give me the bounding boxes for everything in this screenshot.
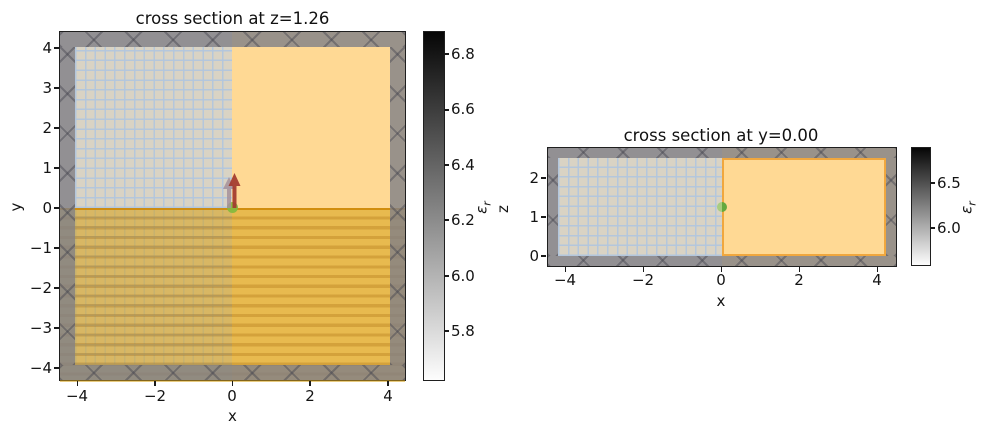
x-tick-mark <box>231 381 234 386</box>
x-tick-label: 2 <box>794 271 804 289</box>
x-tick-label: −2 <box>631 271 655 289</box>
colorbar-tick-label: 6.2 <box>451 211 475 229</box>
x-tick-label: 4 <box>872 271 882 289</box>
right-colorbar-label: εr <box>957 201 979 214</box>
x-tick-label: 4 <box>383 387 393 405</box>
x-tick-mark <box>154 381 156 386</box>
colorbar-tick-mark <box>444 53 449 55</box>
colorbar-tick-mark <box>444 164 449 166</box>
y-tick-mark <box>54 127 59 129</box>
left-ylabel: y <box>7 202 25 212</box>
y-tick-label: 4 <box>42 39 52 57</box>
x-tick-mark <box>798 267 801 272</box>
colorbar-tick-mark <box>930 182 935 184</box>
pml-border-bottom <box>548 256 896 266</box>
y-tick-label: 2 <box>42 119 52 137</box>
z-tick-mark <box>541 255 546 257</box>
pml-border-bottom <box>60 365 405 380</box>
y-tick-label: 0 <box>42 199 52 217</box>
colorbar-tick-mark <box>444 109 449 111</box>
y-tick-label: 1 <box>42 159 52 177</box>
x-tick-mark <box>387 381 389 386</box>
left-plot-title: cross section at z=1.26 <box>135 9 330 28</box>
y-tick-label: −4 <box>29 359 52 377</box>
x-tick-label: 0 <box>716 271 726 289</box>
x-tick-mark <box>76 381 78 386</box>
x-tick-label: −2 <box>143 387 167 405</box>
y-tick-mark <box>54 327 59 329</box>
right-plot-title: cross section at y=0.00 <box>623 126 819 145</box>
y-tick-mark <box>54 367 59 369</box>
pml-border-left <box>60 47 75 365</box>
colorbar-tick-mark <box>930 227 935 229</box>
y-tick-mark <box>54 87 59 89</box>
x-tick-mark <box>876 267 879 272</box>
colorbar-tick-label: 6.0 <box>451 267 475 285</box>
x-tick-label: 0 <box>227 387 237 405</box>
left-plot-area <box>59 31 406 382</box>
x-tick-label: 2 <box>305 387 315 405</box>
right-colorbar <box>911 147 931 266</box>
y-tick-mark <box>54 47 59 49</box>
colorbar-tick-mark <box>444 219 449 221</box>
colorbar-tick-mark <box>444 275 449 277</box>
z-tick-mark <box>541 216 546 218</box>
pml-border-right <box>390 47 405 365</box>
point-source-marker <box>717 202 727 212</box>
y-tick-label: −1 <box>29 239 52 257</box>
y-tick-label: 3 <box>42 79 52 97</box>
colorbar-tick-mark <box>444 330 449 332</box>
pml-border-left <box>548 158 558 256</box>
x-tick-mark <box>720 267 723 272</box>
pml-border-top <box>60 32 405 47</box>
colorbar-tick-label: 5.8 <box>451 322 475 340</box>
colorbar-tick-label: 6.6 <box>451 100 475 118</box>
colorbar-tick-label: 6.8 <box>451 45 475 63</box>
monitor-rect <box>722 158 886 256</box>
z-tick-label: 2 <box>529 169 539 187</box>
y-tick-mark <box>54 167 59 169</box>
y-tick-label: −2 <box>29 279 52 297</box>
y-tick-label: −3 <box>29 319 52 337</box>
x-tick-label: −4 <box>65 387 89 405</box>
x-tick-label: −4 <box>553 271 577 289</box>
x-tick-mark <box>642 267 645 272</box>
colorbar-tick-label: 6.0 <box>937 219 961 237</box>
colorbar-tick-label: 6.5 <box>937 174 961 192</box>
x-tick-mark <box>309 381 311 386</box>
mesh-grid-overlay <box>558 158 722 256</box>
y-tick-mark <box>54 247 59 249</box>
colorbar-tick-label: 6.4 <box>451 156 475 174</box>
z-tick-label: 0 <box>529 247 539 265</box>
pml-border-right <box>886 158 896 256</box>
right-plot-area <box>547 147 897 267</box>
x-tick-mark <box>564 267 566 272</box>
y-tick-mark <box>54 287 59 289</box>
y-tick-mark <box>54 207 59 209</box>
pml-border-top <box>548 148 896 158</box>
z-tick-mark <box>541 177 546 179</box>
right-xlabel: x <box>716 292 726 310</box>
region-monitor-topright <box>232 32 405 208</box>
flux-monitor-overlay <box>60 208 405 382</box>
source-arrow-icon <box>223 173 241 208</box>
left-colorbar-label: εr <box>472 201 494 214</box>
left-xlabel: x <box>228 407 237 425</box>
source-arrow-red <box>228 173 241 208</box>
left-colorbar <box>423 31 445 381</box>
right-zlabel: z <box>494 205 512 213</box>
z-tick-label: 1 <box>529 208 539 226</box>
